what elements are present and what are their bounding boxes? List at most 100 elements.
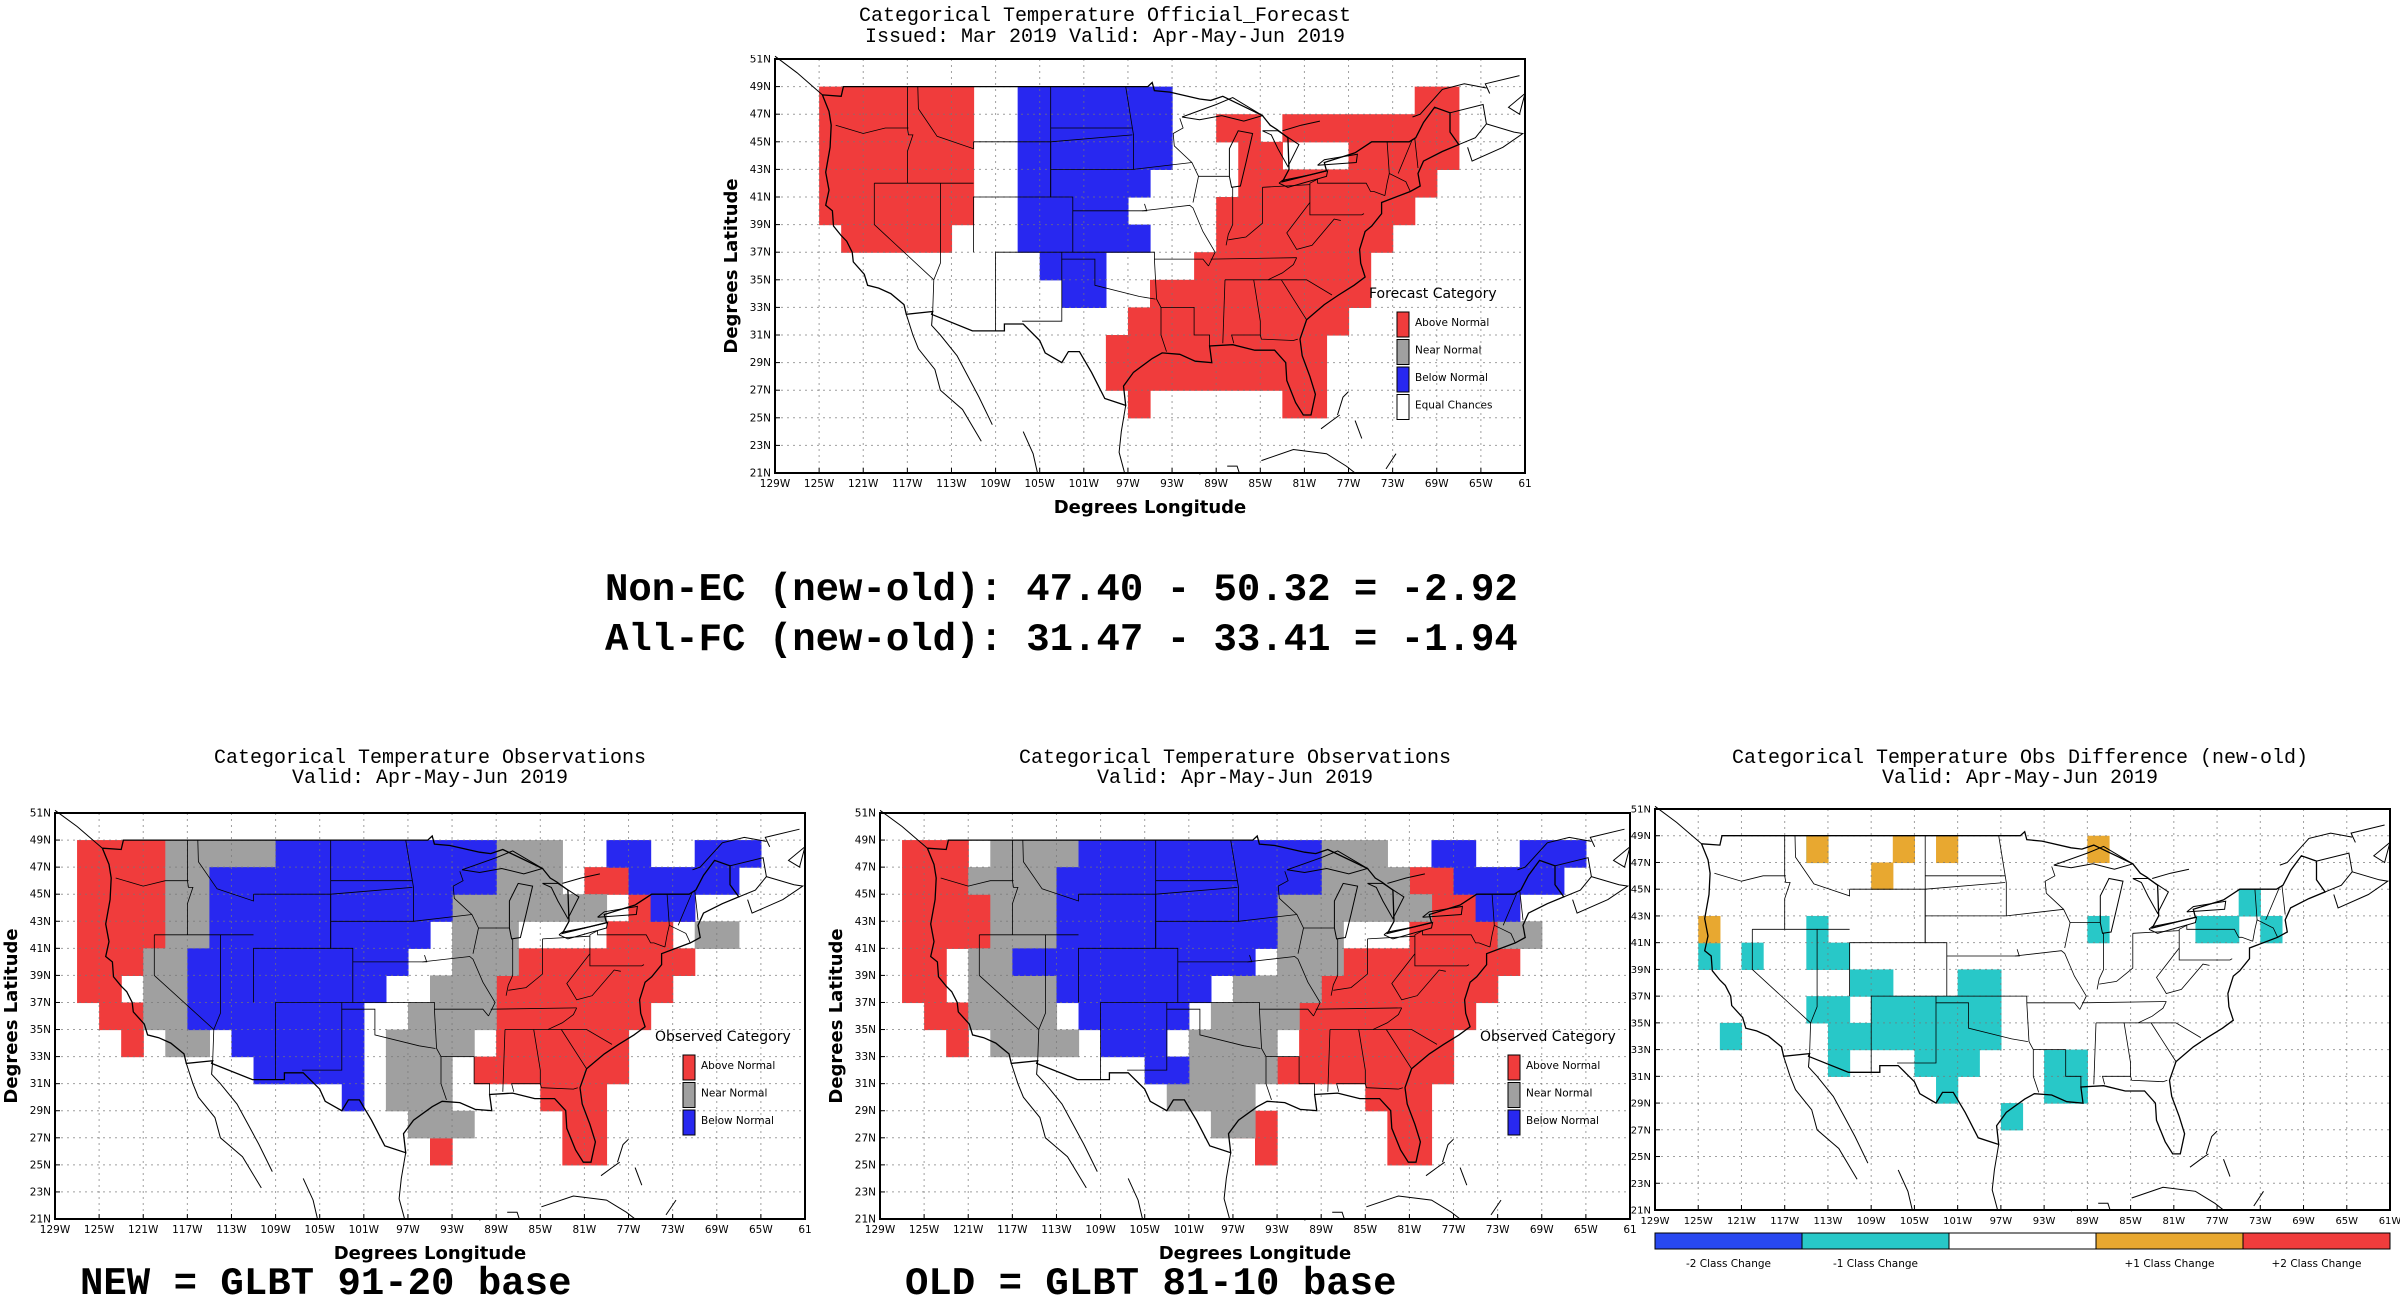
above-normal-cell	[77, 975, 100, 1004]
above-normal-cell	[1282, 307, 1306, 336]
above-normal-cell	[1282, 197, 1306, 226]
near-normal-cell	[407, 1083, 431, 1112]
below-normal-cell	[1431, 840, 1455, 868]
near-normal-cell	[385, 1083, 409, 1112]
near-normal-cell	[1012, 1002, 1036, 1031]
above-normal-cell	[1387, 1056, 1411, 1085]
above-normal-cell	[77, 921, 100, 949]
below-normal-cell	[1144, 975, 1168, 1004]
lon-tick-label: 73W	[2249, 1216, 2272, 1227]
below-normal-cell	[1078, 948, 1102, 976]
above-normal-cell	[1431, 948, 1455, 976]
near-normal-cell	[968, 867, 991, 895]
legend-swatch	[682, 1082, 696, 1108]
near-normal-cell	[452, 975, 475, 1004]
above-normal-cell	[968, 894, 991, 922]
near-normal-cell	[452, 948, 475, 976]
above-normal-cell	[1409, 1137, 1433, 1166]
lat-tick-label: 21N	[855, 1214, 876, 1226]
below-normal-cell	[253, 867, 277, 895]
lat-tick-label: 31N	[30, 1078, 51, 1090]
below-normal-cell	[275, 867, 299, 895]
below-normal-cell	[385, 921, 409, 949]
above-normal-cell	[1304, 335, 1328, 364]
below-normal-cell	[253, 975, 277, 1004]
below-normal-cell	[297, 1002, 321, 1031]
lon-tick-label: 117W	[1770, 1216, 1799, 1227]
above-normal-cell	[496, 1002, 519, 1031]
above-normal-cell	[1255, 1137, 1278, 1166]
above-normal-cell	[540, 1002, 563, 1031]
lat-tick-label: 45N	[855, 889, 876, 901]
colorbar-label: +1 Class Change	[2125, 1258, 2215, 1270]
minus1-cell	[1936, 1022, 1959, 1051]
below-normal-cell	[1127, 86, 1151, 115]
near-normal-cell	[990, 975, 1013, 1004]
lat-tick-label: 41N	[855, 943, 876, 955]
near-normal-cell	[1409, 894, 1433, 922]
above-normal-cell	[1365, 1056, 1388, 1085]
below-normal-cell	[1122, 1002, 1146, 1031]
near-normal-cell	[694, 921, 718, 949]
below-normal-cell	[407, 840, 431, 868]
above-normal-cell	[929, 141, 953, 170]
lat-tick-label: 45N	[30, 889, 51, 901]
minus1-cell	[1892, 1022, 1916, 1051]
obs-new-title: Categorical Temperature Observations	[213, 747, 647, 770]
below-normal-cell	[297, 975, 321, 1004]
above-normal-cell	[924, 840, 947, 868]
below-normal-cell	[1100, 867, 1124, 895]
below-normal-cell	[275, 975, 299, 1004]
above-normal-cell	[1392, 197, 1416, 226]
above-normal-cell	[121, 948, 144, 976]
us-outline	[821, 81, 1460, 416]
below-normal-cell	[1122, 840, 1146, 868]
minus1-cell	[2000, 1103, 2024, 1131]
above-normal-cell	[1370, 114, 1394, 143]
near-normal-cell	[1056, 1029, 1080, 1058]
near-normal-cell	[1365, 894, 1388, 922]
above-normal-cell	[1238, 169, 1261, 198]
plus1-cell	[2087, 835, 2110, 864]
above-normal-cell	[606, 867, 630, 895]
above-normal-cell	[1216, 252, 1239, 281]
below-normal-cell	[1078, 1002, 1102, 1031]
lon-tick-label: 77W	[617, 1224, 641, 1236]
below-normal-cell	[407, 921, 431, 949]
above-normal-cell	[1304, 362, 1328, 391]
above-normal-cell	[1326, 279, 1350, 308]
above-normal-cell	[841, 169, 864, 198]
below-normal-cell	[275, 921, 299, 949]
above-normal-cell	[1365, 1083, 1388, 1112]
below-normal-cell	[1056, 867, 1080, 895]
lon-tick-label: 113W	[1813, 1216, 1842, 1227]
lat-tick-label: 23N	[1631, 1179, 1651, 1190]
above-normal-cell	[946, 894, 969, 922]
above-normal-cell	[902, 948, 925, 976]
plus1-cell	[1892, 835, 1916, 864]
lat-tick-label: 33N	[855, 1051, 876, 1063]
above-normal-cell	[1194, 362, 1217, 391]
below-normal-cell	[1127, 224, 1151, 253]
below-normal-cell	[1078, 975, 1102, 1004]
above-normal-cell	[584, 1029, 608, 1058]
above-normal-cell	[121, 894, 144, 922]
lon-tick-label: 109W	[1085, 1224, 1116, 1236]
below-normal-cell	[1255, 840, 1278, 868]
below-normal-cell	[1210, 921, 1234, 949]
below-normal-cell	[694, 840, 718, 868]
lat-tick-label: 31N	[750, 330, 771, 342]
near-normal-cell	[187, 867, 211, 895]
near-normal-cell	[385, 1056, 409, 1085]
above-normal-cell	[1414, 114, 1438, 143]
minus1-cell	[1827, 942, 1851, 970]
below-normal-cell	[1039, 197, 1063, 226]
lat-tick-label: 27N	[855, 1132, 876, 1144]
us-outline	[101, 834, 740, 1163]
above-normal-cell	[924, 1002, 947, 1031]
obs-new-map: 21N 23N 25N 27N 29N 31N 33N 35N 37N 39N 41N 43N 45N 4…	[1, 808, 812, 1265]
near-normal-cell	[1255, 1002, 1278, 1031]
above-normal-cell	[1282, 279, 1306, 308]
near-normal-cell	[540, 894, 563, 922]
below-normal-cell	[1061, 279, 1085, 308]
